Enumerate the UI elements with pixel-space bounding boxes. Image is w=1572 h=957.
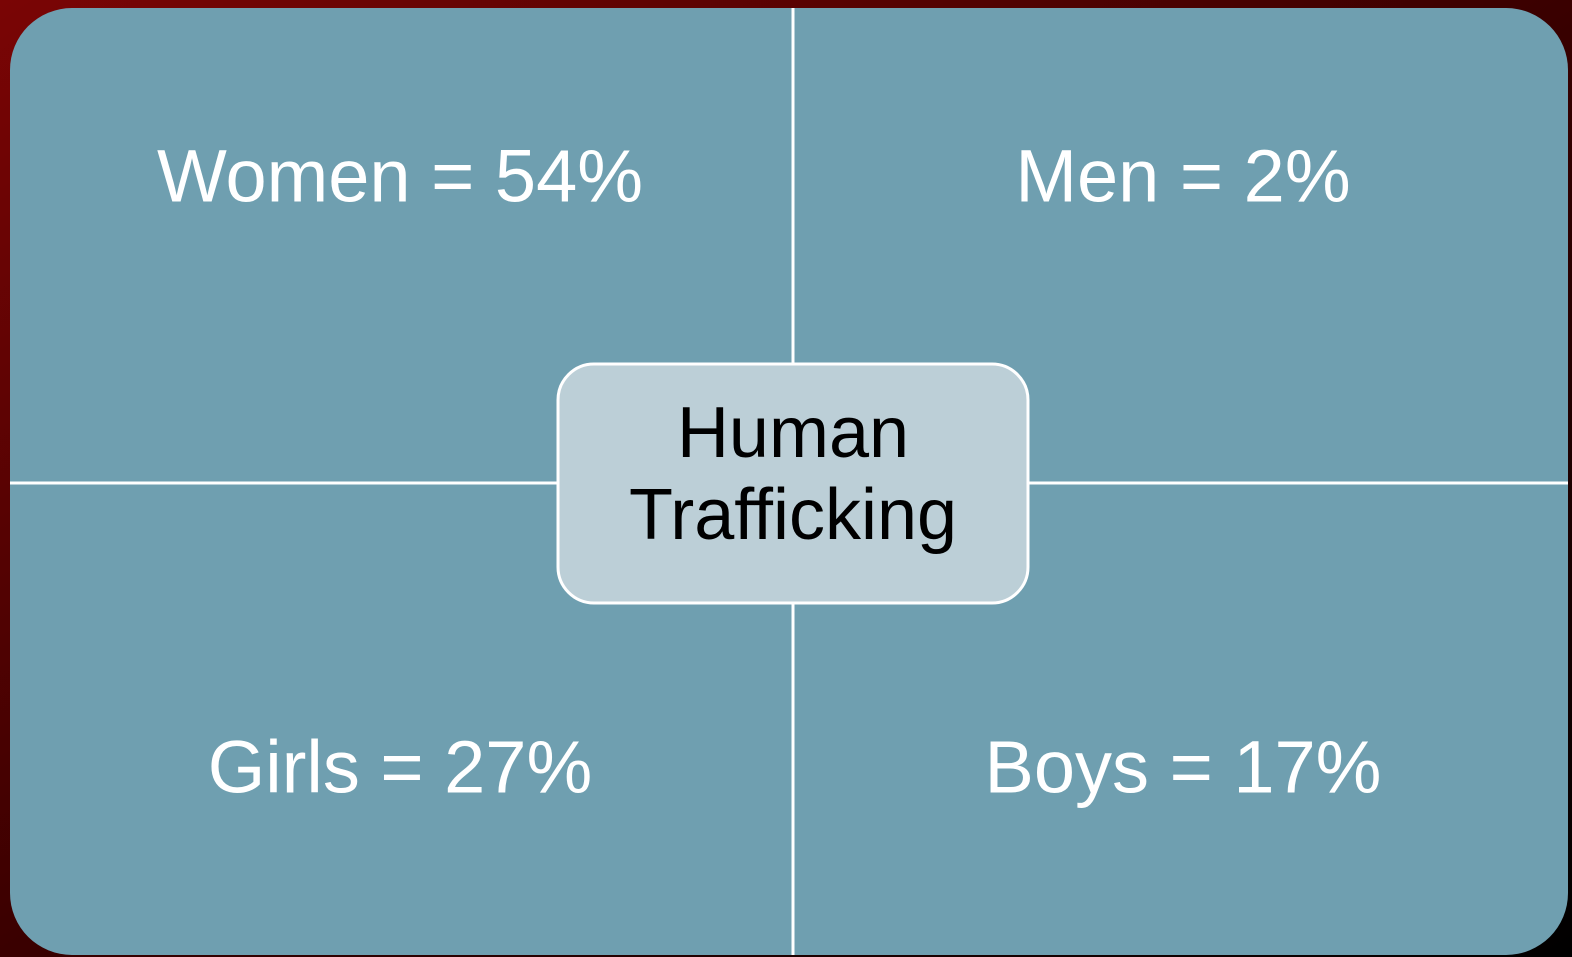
center-label: Human: [677, 393, 909, 473]
quadrant-label: Men = 2%: [1015, 135, 1350, 218]
center-label: Trafficking: [629, 475, 957, 555]
center-box: [556, 362, 1030, 605]
quadrant-label: Girls = 27%: [208, 726, 593, 809]
quadrant-label: Women = 54%: [157, 135, 643, 218]
quadrant-label: Boys = 17%: [985, 726, 1382, 809]
